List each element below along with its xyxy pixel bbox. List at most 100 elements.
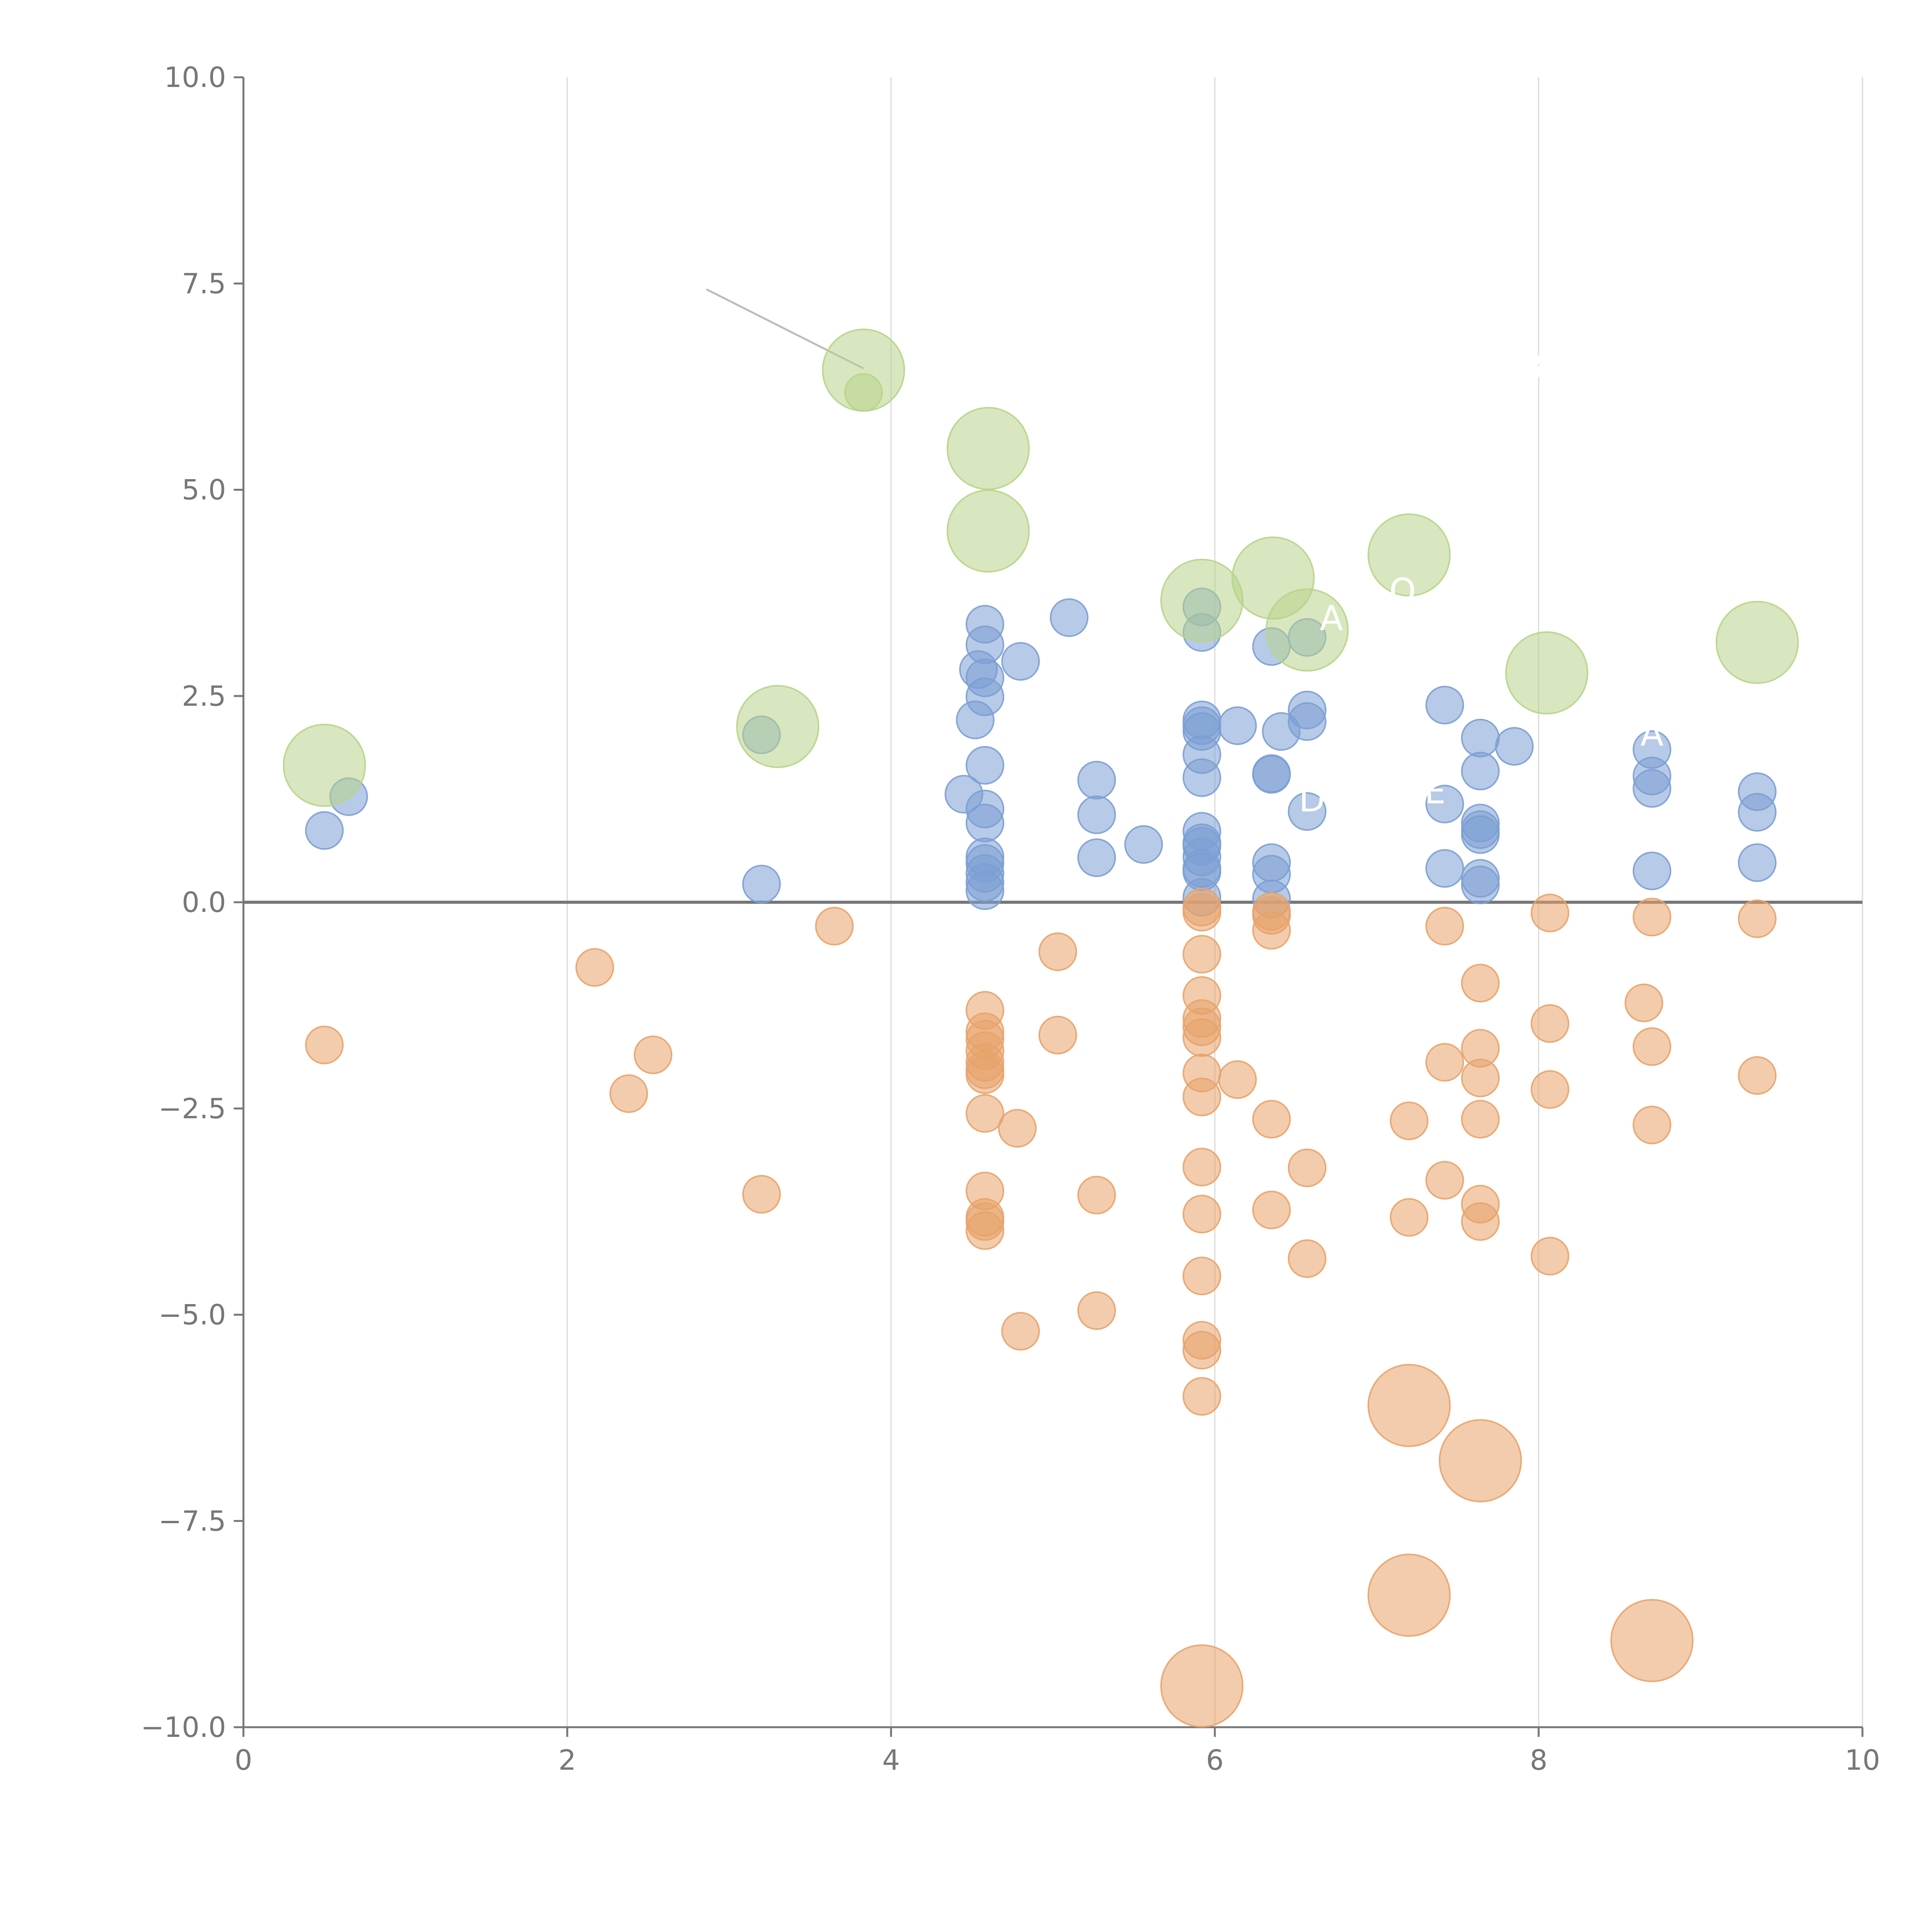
negative-point [1439,1419,1522,1502]
negative-point [1367,1553,1451,1637]
negative-point [1633,1027,1672,1066]
positive-point [1425,685,1464,724]
annotation-label: O [1389,571,1416,611]
negative-point [966,1055,1005,1094]
y-tick-label: 0.0 [182,886,226,918]
leader-lines [706,288,1758,1690]
negative-point [1633,898,1672,937]
highlight-point [1505,631,1588,715]
highlight-point [1367,513,1451,597]
x-tick-label: 0 [235,1744,252,1776]
negative-point [1461,964,1500,1003]
negative-point [1738,1056,1777,1095]
negative-point [1531,1236,1570,1276]
highlight-point [1716,600,1799,684]
positive-point [1124,825,1163,864]
y-tick-label: −7.5 [158,1505,226,1537]
x-tick-label: 4 [882,1744,900,1776]
negative-point [1182,1018,1221,1057]
negative-point [305,1026,344,1065]
x-tick-label: 6 [1206,1744,1224,1776]
negative-point [575,948,614,987]
negative-point [1077,1175,1116,1214]
positive-point [966,871,1005,910]
y-tick-label: 10.0 [164,61,226,94]
positive-point [966,625,1005,664]
positive-point [1633,769,1672,808]
negative-point [1425,906,1464,946]
negative-point [1038,932,1077,971]
negative-point [1182,1377,1221,1416]
negative-point [1531,1070,1570,1109]
positive-point [1738,793,1777,832]
negative-point [1182,1331,1221,1370]
negative-point [742,1175,781,1214]
negative-point [1367,1364,1451,1447]
x-tick-label: 10 [1845,1744,1880,1776]
negative-point [1461,1202,1500,1241]
highlight-point [1160,558,1244,642]
negative-point [1252,1190,1291,1230]
negative-point [1182,1148,1221,1187]
negative-point [1077,1291,1116,1330]
negative-point [1531,893,1570,932]
annotation-label: A [1320,598,1343,638]
negative-point [1182,935,1221,974]
positive-point [1077,838,1116,877]
y-tick-label: −5.0 [158,1299,226,1331]
positive-point [966,746,1005,785]
positive-point [305,811,344,850]
positive-point [1461,719,1500,758]
positive-point [1738,843,1777,882]
negative-point [1182,1257,1221,1296]
negative-point [1252,1100,1291,1139]
positive-point [1077,761,1116,800]
positive-point [1252,755,1291,794]
positive-point [1461,752,1500,791]
negative-point [1425,1161,1464,1200]
negative-point [1389,1101,1429,1140]
highlight-point [1265,588,1349,672]
x-tick-label: 2 [558,1744,576,1776]
highlight-point [282,723,366,807]
y-tick-label: −10.0 [141,1711,226,1743]
negative-point [815,906,854,946]
negative-point [1252,911,1291,950]
negative-point [998,1109,1037,1148]
highlight-point [736,685,820,768]
highlight-point [946,407,1030,490]
negative-point [1001,1312,1040,1351]
highlight-point [844,373,883,412]
positive-point [1495,727,1534,766]
positive-point [1218,706,1257,745]
negative-point [1218,1060,1257,1099]
negative-point [1624,983,1663,1022]
highlight-point [946,489,1030,573]
annotation-label: E [1424,772,1446,811]
positive-point [1182,758,1221,797]
y-tick-label: −2.5 [158,1092,226,1125]
positive-point [966,804,1005,843]
data-points [282,328,1799,1728]
negative-point [1633,1105,1672,1145]
negative-point [1287,1239,1327,1278]
positive-point [1077,795,1116,834]
negative-point [1182,1077,1221,1116]
positive-point [1049,598,1088,637]
annotation-labels: A O B A D E [1299,347,1664,820]
negative-point [1531,1004,1570,1043]
annotation-label: B [1520,347,1544,386]
negative-point [1738,899,1777,938]
positive-point [1461,866,1500,905]
positive-point [742,865,781,904]
y-tick-label: 5.0 [182,474,226,506]
positive-point [1461,815,1500,854]
y-tick-label: 7.5 [182,267,226,300]
annotation-label: D [1299,780,1325,820]
positive-point [1633,851,1672,890]
positive-point [966,677,1005,716]
negative-point [609,1074,648,1113]
positive-point [1425,784,1464,823]
